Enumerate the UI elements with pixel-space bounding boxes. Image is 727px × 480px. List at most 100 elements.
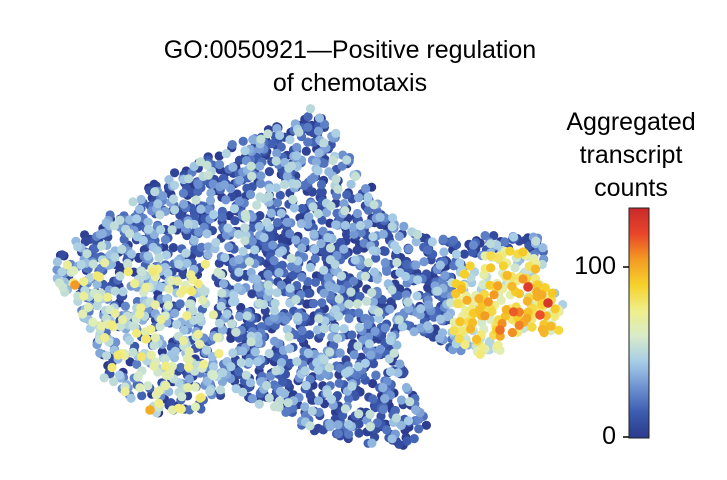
- scatter-point: [363, 219, 373, 229]
- scatter-point: [334, 294, 344, 304]
- scatter-point: [269, 312, 279, 322]
- scatter-point: [333, 184, 343, 194]
- scatter-point: [394, 315, 404, 325]
- scatter-point: [478, 280, 488, 290]
- scatter-point: [138, 235, 148, 246]
- scatter-point: [493, 281, 503, 291]
- scatter-point: [208, 362, 219, 372]
- scatter-point: [354, 308, 364, 318]
- scatter-point: [339, 324, 349, 334]
- scatter-point: [344, 314, 354, 324]
- scatter-point: [143, 251, 153, 261]
- scatter-point: [264, 191, 274, 201]
- scatter-point: [352, 299, 363, 309]
- scatter-point: [313, 209, 323, 219]
- scatter-point: [265, 183, 275, 193]
- scatter-point: [170, 168, 180, 178]
- scatter-point: [226, 362, 236, 372]
- scatter-point: [216, 301, 226, 311]
- scatter-point: [123, 267, 133, 277]
- scatter-point: [378, 405, 388, 415]
- scatter-point: [507, 281, 517, 291]
- scatter-point: [501, 305, 511, 315]
- scatter-point: [227, 140, 237, 150]
- scatter-point: [448, 235, 458, 245]
- scatter-point: [200, 286, 210, 296]
- scatter-point: [275, 130, 285, 140]
- scatter-point: [199, 359, 209, 369]
- scatter-point: [193, 279, 203, 289]
- scatter-point: [62, 260, 72, 270]
- scatter-point: [335, 348, 345, 358]
- scatter-point: [310, 244, 320, 254]
- scatter-point: [387, 285, 397, 295]
- scatter-point: [234, 267, 244, 277]
- scatter-point: [173, 403, 184, 413]
- scatter-point: [228, 162, 238, 172]
- scatter-point: [299, 180, 309, 191]
- scatter-point: [354, 409, 364, 419]
- scatter-point: [146, 350, 156, 360]
- scatter-point: [256, 171, 266, 181]
- scatter-point-right-lobe-2: [523, 282, 533, 292]
- scatter-point: [303, 112, 313, 122]
- scatter-point: [280, 315, 291, 325]
- scatter-point: [522, 296, 533, 306]
- scatter-point: [124, 335, 134, 345]
- scatter-point: [254, 222, 264, 232]
- scatter-point: [213, 267, 223, 277]
- scatter-point: [234, 155, 245, 165]
- scatter-point: [163, 268, 173, 278]
- scatter-point: [160, 235, 170, 245]
- scatter-point: [316, 239, 326, 249]
- scatter-point: [301, 146, 311, 156]
- scatter-point: [78, 309, 88, 319]
- scatter-point: [387, 222, 397, 232]
- scatter-point: [314, 113, 325, 123]
- scatter-point: [252, 274, 262, 284]
- scatter-point: [288, 194, 298, 205]
- scatter-point: [235, 311, 245, 322]
- scatter-point: [366, 350, 376, 360]
- scatter-point: [435, 260, 445, 270]
- scatter-point: [388, 213, 398, 223]
- scatter-point: [404, 244, 414, 254]
- scatter-point: [313, 126, 324, 136]
- scatter-point: [297, 326, 307, 336]
- scatter-point: [342, 155, 352, 165]
- scatter-point-left-lobe-2: [145, 405, 155, 415]
- scatter-point: [393, 291, 403, 301]
- scatter-point: [183, 219, 193, 229]
- scatter-point: [316, 179, 327, 190]
- scatter-point: [190, 402, 201, 412]
- scatter-point: [173, 219, 184, 229]
- scatter-point: [136, 352, 146, 362]
- scatter-point: [155, 321, 165, 332]
- scatter-point: [218, 279, 229, 289]
- scatter-point: [135, 383, 145, 393]
- scatter-point: [322, 388, 332, 398]
- scatter-point: [389, 348, 399, 358]
- scatter-point: [319, 158, 329, 168]
- scatter-point: [333, 429, 343, 439]
- scatter-point: [150, 187, 160, 197]
- scatter-point: [540, 283, 550, 293]
- scatter-point: [269, 336, 280, 346]
- scatter-point: [217, 288, 227, 298]
- scatter-point: [176, 362, 186, 373]
- scatter-point: [173, 276, 183, 286]
- scatter-point: [281, 407, 291, 417]
- scatter-point: [368, 297, 378, 307]
- scatter-point: [184, 299, 194, 309]
- scatter-point: [507, 327, 517, 338]
- scatter-point: [276, 208, 286, 218]
- scatter-point: [452, 299, 462, 309]
- scatter-point: [82, 249, 92, 259]
- scatter-point: [421, 420, 431, 430]
- scatter-point: [378, 382, 388, 393]
- scatter-point: [354, 322, 364, 332]
- scatter-point: [231, 327, 241, 337]
- scatter-point: [196, 204, 206, 214]
- scatter-point: [164, 284, 174, 294]
- scatter-point: [54, 278, 64, 288]
